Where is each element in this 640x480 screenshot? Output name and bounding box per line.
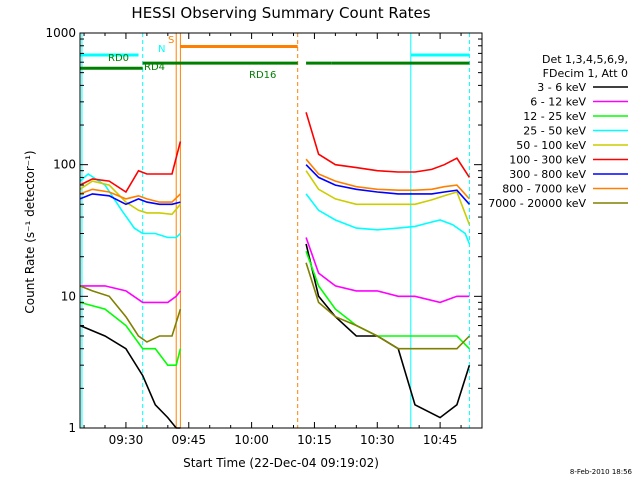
flag-bars <box>80 44 470 70</box>
y-axis-label: Count Rate (s⁻¹ detector⁻¹) <box>23 150 37 313</box>
legend-label-0: 3 - 6 keV <box>537 81 586 94</box>
series-line-1 <box>79 237 470 304</box>
series-line-6 <box>79 164 470 206</box>
series-line-2 <box>79 250 470 367</box>
series-line-8 <box>79 262 470 350</box>
annotation-n: N <box>158 44 165 55</box>
legend: Det 1,3,4,5,6,9, FDecim 1, Att 0 3 - 6 k… <box>488 53 628 210</box>
y-tick-label-3: 1000 <box>45 26 76 40</box>
axes: 09:30 09:45 10:00 10:15 10:30 10:45 1 10 100 1000 <box>45 26 483 447</box>
x-tick-label-4: 10:30 <box>360 433 395 447</box>
x-tick-label-5: 10:45 <box>423 433 458 447</box>
annotation-rd4: RD4 <box>144 62 165 73</box>
x-tick-label-0: 09:30 <box>109 433 144 447</box>
legend-header-line-2: FDecim 1, Att 0 <box>543 67 628 80</box>
legend-label-7: 800 - 7000 keV <box>502 183 586 196</box>
vertical-markers <box>81 33 470 428</box>
annotation-rd16: RD16 <box>249 70 276 81</box>
y-tick-label-2: 100 <box>53 158 76 172</box>
legend-header-line-1: Det 1,3,4,5,6,9, <box>542 53 628 66</box>
legend-label-8: 7000 - 20000 keV <box>488 197 586 210</box>
x-axis-label: Start Time (22-Dec-04 09:19:02) <box>183 456 379 470</box>
series-line-4 <box>79 170 471 225</box>
chart-title: HESSI Observing Summary Count Rates <box>131 4 430 22</box>
legend-label-2: 12 - 25 keV <box>523 110 586 123</box>
annotation-s: S <box>168 35 174 46</box>
footer-date: 8-Feb-2010 18:56 <box>570 468 633 476</box>
y-tick-label-1: 10 <box>61 289 76 303</box>
annotation-rd0: RD0 <box>108 53 129 64</box>
legend-label-3: 25 - 50 keV <box>523 125 586 138</box>
legend-label-1: 6 - 12 keV <box>530 96 586 109</box>
legend-label-4: 50 - 100 keV <box>516 139 586 152</box>
plot-frame <box>79 32 483 429</box>
x-tick-label-2: 10:00 <box>234 433 269 447</box>
x-tick-label-3: 10:15 <box>297 433 332 447</box>
series-line-7 <box>79 158 470 203</box>
series-lines <box>79 112 471 429</box>
x-tick-label-1: 09:45 <box>171 433 206 447</box>
legend-label-6: 300 - 800 keV <box>509 168 586 181</box>
y-tick-label-0: 1 <box>68 421 76 435</box>
series-line-5 <box>79 112 471 194</box>
legend-label-5: 100 - 300 keV <box>509 154 586 167</box>
